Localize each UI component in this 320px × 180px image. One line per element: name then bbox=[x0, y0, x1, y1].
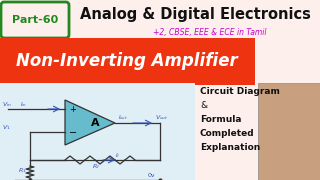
Text: A: A bbox=[91, 118, 99, 128]
Text: $V_1$: $V_1$ bbox=[2, 123, 11, 132]
Text: +2, CBSE, EEE & ECE in Tamil: +2, CBSE, EEE & ECE in Tamil bbox=[153, 28, 267, 37]
Text: $I_{in}$: $I_{in}$ bbox=[20, 100, 27, 109]
Polygon shape bbox=[65, 100, 115, 145]
Text: Part-60: Part-60 bbox=[12, 15, 58, 25]
Text: Formula: Formula bbox=[200, 116, 242, 125]
FancyBboxPatch shape bbox=[258, 83, 320, 180]
Text: $R_1$: $R_1$ bbox=[18, 166, 27, 175]
Text: $I_{out}$: $I_{out}$ bbox=[118, 113, 128, 122]
Text: Circuit Diagram: Circuit Diagram bbox=[200, 87, 280, 96]
Text: $V_{in}$: $V_{in}$ bbox=[2, 100, 12, 109]
Text: $I_f$: $I_f$ bbox=[115, 151, 121, 160]
FancyBboxPatch shape bbox=[0, 0, 320, 85]
Text: Explanation: Explanation bbox=[200, 143, 260, 152]
Text: $R_f$: $R_f$ bbox=[92, 162, 100, 171]
Text: −: − bbox=[69, 128, 77, 138]
Text: 0v: 0v bbox=[148, 173, 156, 178]
Text: +: + bbox=[69, 105, 76, 114]
FancyBboxPatch shape bbox=[1, 2, 69, 38]
Text: &: & bbox=[200, 102, 207, 111]
Text: Analog & Digital Electronics: Analog & Digital Electronics bbox=[80, 8, 310, 22]
FancyBboxPatch shape bbox=[0, 83, 195, 180]
FancyBboxPatch shape bbox=[0, 38, 255, 85]
Text: Non-Inverting Amplifier: Non-Inverting Amplifier bbox=[16, 52, 238, 70]
Text: $V_{out}$: $V_{out}$ bbox=[155, 113, 169, 122]
Text: Completed: Completed bbox=[200, 129, 255, 138]
